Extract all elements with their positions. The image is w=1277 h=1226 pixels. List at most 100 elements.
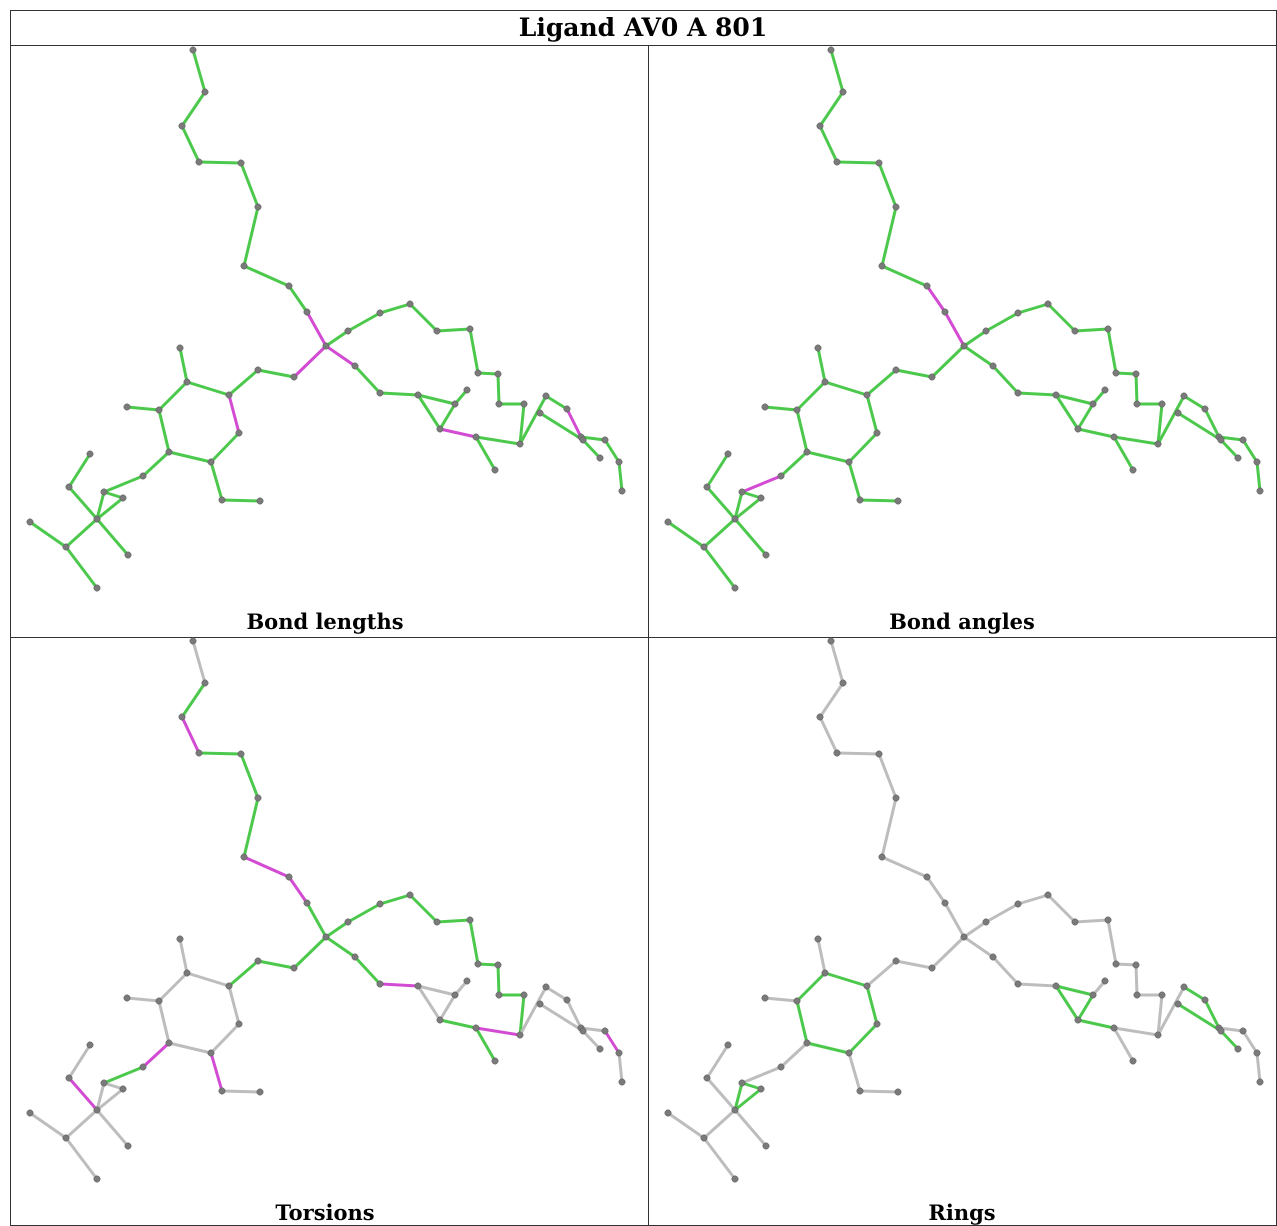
bond [416, 393, 442, 431]
atom [100, 1079, 108, 1087]
bond [829, 639, 845, 685]
atom [93, 584, 101, 592]
bond [1241, 438, 1259, 464]
bond [227, 984, 241, 1026]
bond [178, 346, 189, 384]
bond [185, 380, 231, 397]
bond [324, 920, 350, 939]
atom [26, 518, 34, 526]
atom [433, 327, 441, 335]
atom [376, 389, 384, 397]
atom [322, 933, 330, 941]
atom [100, 488, 108, 496]
atom [240, 853, 248, 861]
atom [1174, 409, 1182, 417]
bond [468, 327, 480, 375]
atom [494, 370, 502, 378]
panel-caption: Rings [928, 1200, 995, 1225]
atom [738, 1079, 746, 1087]
bond [227, 959, 260, 988]
bond [880, 264, 929, 288]
atom [240, 262, 248, 270]
table-title: Ligand AV0 A 801 [519, 13, 767, 42]
atom [1071, 918, 1079, 926]
atom [254, 794, 262, 802]
atom [596, 1045, 604, 1053]
atom [1133, 991, 1141, 999]
bond [95, 496, 125, 521]
bond [1255, 460, 1262, 493]
table-border [10, 10, 1277, 1226]
atom [1089, 991, 1097, 999]
atom [436, 1016, 444, 1024]
bond [64, 517, 99, 549]
atom [123, 994, 131, 1002]
atom [1217, 1027, 1225, 1035]
bond [1046, 893, 1077, 924]
atom [62, 543, 70, 551]
atom [923, 873, 931, 881]
bond [1076, 993, 1095, 1022]
bond [991, 955, 1020, 986]
bond [438, 1018, 478, 1030]
atom [1201, 405, 1209, 413]
bond [865, 368, 898, 397]
bond [474, 1026, 497, 1063]
atom [664, 1109, 672, 1117]
atom [178, 122, 186, 130]
atom [793, 406, 801, 414]
atom [183, 378, 191, 386]
atom [176, 935, 184, 943]
atom [1158, 991, 1166, 999]
bond [125, 405, 161, 412]
bond [227, 393, 241, 435]
bond [877, 161, 898, 209]
bond [740, 474, 783, 494]
atom [777, 1063, 785, 1071]
bond [795, 999, 809, 1045]
atom [516, 1031, 524, 1039]
bond [805, 450, 851, 464]
atom [821, 378, 829, 386]
atom [235, 429, 243, 437]
bond [157, 999, 171, 1045]
atom [516, 440, 524, 448]
atom [1253, 1049, 1261, 1057]
bond [378, 982, 420, 988]
atom [451, 400, 459, 408]
panel-caption: Torsions [275, 1200, 374, 1225]
bond [256, 368, 296, 379]
atom [1089, 400, 1097, 408]
bond [324, 344, 357, 368]
bond [287, 875, 309, 905]
atom [960, 933, 968, 941]
atom [463, 386, 471, 394]
atom [928, 964, 936, 972]
bond [1054, 984, 1080, 1022]
atom [491, 1057, 499, 1065]
bond [1112, 435, 1135, 472]
bond [95, 1081, 106, 1112]
atom [816, 713, 824, 721]
atom [875, 750, 883, 758]
bond [823, 971, 869, 988]
bond [416, 984, 442, 1022]
atom [894, 1088, 902, 1096]
atom [1044, 300, 1052, 308]
bond [67, 1043, 92, 1080]
bond [95, 1087, 125, 1112]
atom [1180, 392, 1188, 400]
bond [157, 971, 189, 1003]
atom [189, 46, 197, 54]
bond [474, 435, 522, 446]
bond [292, 344, 328, 379]
atom [664, 518, 672, 526]
atom [376, 309, 384, 317]
bond [438, 427, 478, 439]
bond [125, 996, 161, 1003]
atom [1014, 389, 1022, 397]
atom [863, 982, 871, 990]
bond [1016, 982, 1058, 988]
bond [733, 496, 763, 521]
